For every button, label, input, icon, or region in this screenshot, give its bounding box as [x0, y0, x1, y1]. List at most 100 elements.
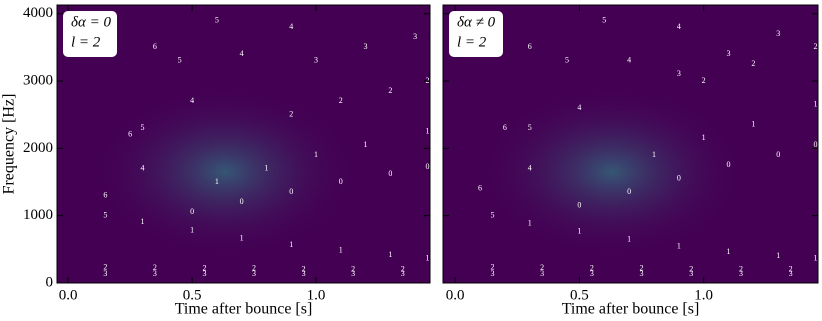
mode-label: 2 — [339, 96, 343, 105]
mode-label: 1 — [190, 225, 194, 234]
mode-label: 0 — [577, 200, 581, 209]
mode-label: 4 — [677, 22, 681, 31]
mode-label: 2 — [751, 59, 755, 68]
mode-label: 1 — [528, 219, 532, 228]
mode-label: 1 — [652, 150, 656, 159]
mode-label: 0 — [426, 162, 430, 171]
mode-label: 6 — [478, 184, 482, 193]
mode-label: 0 — [339, 177, 343, 186]
mode-label: 1 — [627, 235, 631, 244]
mode-label: 5 — [103, 211, 107, 220]
mode-label: 3 — [153, 269, 157, 278]
mode-label: 1 — [289, 240, 293, 249]
mode-label: 3 — [314, 56, 318, 65]
mode-label: 6 — [103, 190, 107, 199]
mode-label: 2 — [388, 86, 392, 95]
mode-label: 2 — [640, 264, 644, 273]
mode-label: 4 — [528, 163, 532, 172]
mode-label: 3 — [364, 42, 368, 51]
x-tick-label: 0.0 — [446, 287, 465, 303]
mode-label: 2 — [401, 264, 405, 273]
x-tick-label: 1.0 — [307, 287, 326, 303]
mode-label: 2 — [103, 262, 107, 271]
mode-label: 1 — [677, 241, 681, 250]
y-tick-label: 4000 — [23, 5, 53, 21]
mode-label: 1 — [364, 140, 368, 149]
mode-label: 5 — [565, 56, 569, 65]
plot-frame — [442, 4, 819, 284]
mode-label: 5 — [215, 15, 219, 24]
glow — [480, 88, 743, 256]
mode-label: 2 — [590, 264, 594, 273]
annotation: δα = 0 — [71, 14, 111, 30]
mode-label: 3 — [776, 29, 780, 38]
mode-label: 2 — [702, 76, 706, 85]
mode-label: 2 — [302, 264, 306, 273]
mode-label: 3 — [351, 269, 355, 278]
mode-label: 6 — [503, 123, 507, 132]
mode-label: 3 — [640, 269, 644, 278]
x-tick-label: 1.0 — [694, 287, 713, 303]
x-axis-label: Time after bounce [s] — [175, 301, 313, 318]
mode-label: 0 — [776, 150, 780, 159]
mode-label: 3 — [202, 269, 206, 278]
mode-label: 3 — [413, 32, 417, 41]
mode-label: 1 — [727, 247, 731, 256]
mode-label: 2 — [490, 262, 494, 271]
mode-label: 2 — [252, 264, 256, 273]
mode-label: 1 — [388, 250, 392, 259]
plot-frame — [56, 4, 431, 284]
mode-label: 0 — [190, 207, 194, 216]
mode-label: 5 — [528, 123, 532, 132]
mode-label: 2 — [289, 110, 293, 119]
mode-label: 0 — [240, 197, 244, 206]
mode-label: 2 — [153, 263, 157, 272]
mode-label: 0 — [727, 160, 731, 169]
mode-label: 2 — [789, 264, 793, 273]
mode-label: 3 — [103, 269, 107, 278]
annotation-box — [449, 11, 503, 57]
mode-label: 6 — [153, 42, 157, 51]
y-tick-label: 0 — [46, 274, 54, 290]
mode-label: 1 — [577, 227, 581, 236]
mode-label: 3 — [490, 269, 494, 278]
mode-label: 3 — [401, 269, 405, 278]
x-tick-label: 0.0 — [59, 287, 78, 303]
mode-label: 1 — [215, 177, 219, 186]
mode-label: 2 — [814, 42, 818, 51]
mode-label: 3 — [727, 49, 731, 58]
mode-label: 4 — [577, 103, 581, 112]
mode-label: 1 — [426, 126, 430, 135]
mode-label: 1 — [426, 254, 430, 263]
mode-label: 3 — [677, 69, 681, 78]
mode-label: 2 — [540, 263, 544, 272]
mode-label: 3 — [739, 269, 743, 278]
mode-label: 1 — [264, 163, 268, 172]
mode-label: 0 — [388, 169, 392, 178]
mode-label: 0 — [814, 140, 818, 149]
mode-label: 2 — [202, 264, 206, 273]
mode-label: 2 — [689, 264, 693, 273]
mode-label: 6 — [128, 130, 132, 139]
x-axis-label: Time after bounce [s] — [562, 301, 700, 318]
mode-label: 4 — [190, 96, 194, 105]
mode-label: 0 — [627, 187, 631, 196]
mode-label: 2 — [739, 264, 743, 273]
mode-label: 1 — [314, 150, 318, 159]
mode-label: 5 — [178, 56, 182, 65]
mode-label: 4 — [240, 49, 244, 58]
annotation-box — [63, 11, 117, 57]
mode-label: 2 — [351, 264, 355, 273]
mode-label: 4 — [289, 22, 293, 31]
mode-label: 1 — [702, 133, 706, 142]
mode-label: 6 — [528, 42, 532, 51]
y-tick-label: 1000 — [23, 207, 53, 223]
y-tick-label: 2000 — [23, 140, 53, 156]
mode-label: 2 — [426, 76, 430, 85]
x-tick-label: 0.5 — [570, 287, 589, 303]
mode-label: 3 — [540, 269, 544, 278]
